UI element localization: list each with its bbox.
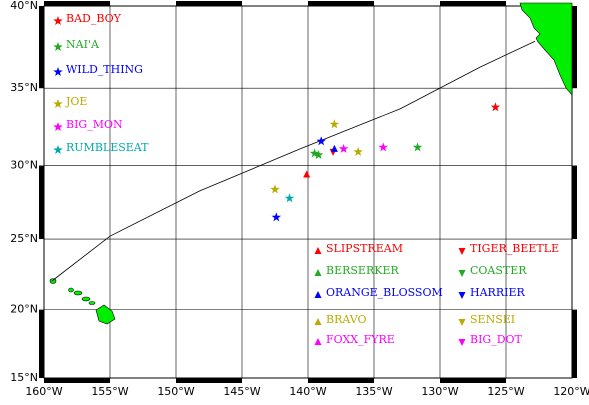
legend-marker [458,319,466,326]
boat-marker [378,142,388,152]
boat-marker [490,102,501,112]
legend-label: ORANGE_BLOSSOM [326,286,443,299]
boat-marker [303,170,311,178]
land [49,2,573,325]
legend-marker [458,292,466,299]
legend-marker [458,339,466,346]
y-tick-label: 40°N [10,0,38,12]
frame-bar [308,378,374,383]
legend-label: SLIPSTREAM [326,242,403,255]
frame-bar [440,1,506,6]
legend-label: BIG_DOT [470,333,523,346]
legend-label: BIG_MON [66,118,123,131]
frame-bar [39,165,44,240]
island [81,296,91,302]
legend-label: NAI'A [66,38,100,51]
frame-bar [308,1,374,6]
track-line [51,40,536,282]
x-tick-label: 130°W [421,385,458,398]
legend-label: RUMBLESEAT [66,141,149,154]
island [68,287,74,293]
boat-marker [270,184,280,194]
frame-bar [572,6,577,89]
legend-label: BERSERKER [326,264,399,277]
island [88,301,96,305]
x-tick-label: 125°W [487,385,524,398]
frame-bar [572,309,577,378]
x-tick-label: 140°W [289,385,326,398]
boat-marker [284,193,295,203]
legend-label: WILD_THING [66,63,143,76]
legend-marker [314,338,322,345]
legend-marker [53,67,63,76]
legend-marker [314,291,322,298]
frame-bar [44,1,110,6]
x-tick-label: 120°W [553,385,589,398]
y-tick-label: 35°N [10,81,38,94]
boat-marker [309,148,320,158]
x-tick-label: 160°W [25,385,62,398]
frame-bar [39,309,44,378]
island [49,278,57,284]
frame-bar [176,1,242,6]
legend-marker [53,16,63,25]
boat-marker [329,119,340,129]
frame-bar [176,378,242,383]
x-tick-label: 145°W [223,385,260,398]
legend-label: COASTER [470,264,527,277]
frame-bar [44,378,110,383]
legend-label: SENSEI [470,313,515,326]
frame-bar [440,378,506,383]
boat-marker [313,150,324,159]
legend-marker [458,270,466,277]
boat-marker [330,144,338,152]
legend-marker [314,269,322,276]
boat-marker [353,146,363,156]
legend-label: FOXX_FYRE [326,333,395,346]
x-tick-label: 150°W [157,385,194,398]
y-tick-label: 15°N [10,371,38,384]
legend-marker [314,247,322,254]
y-tick-label: 20°N [10,303,38,316]
boat-marker [271,212,282,222]
legend-marker [53,122,63,131]
legend-label: TIGER_BEETLE [470,242,559,255]
y-tick-label: 25°N [10,232,38,245]
legend-marker [53,145,63,154]
x-tick-label: 155°W [91,385,128,398]
legend-label: BRAVO [326,313,367,326]
legend-label: BAD_BOY [66,12,122,25]
legend-label: HARRIER [470,286,525,299]
legend-label: JOE [65,95,87,108]
frame-bar [572,165,577,240]
island [95,304,116,325]
legend-marker [53,99,63,108]
legend-marker [314,318,322,325]
boat-marker [338,143,349,153]
x-tick-label: 135°W [355,385,392,398]
frame-bar [39,6,44,89]
legend-marker [53,42,63,51]
island [73,290,83,296]
boat-marker [316,136,326,146]
legend-marker [458,248,466,255]
boat-marker [412,142,423,152]
y-tick-label: 30°N [10,159,38,172]
california-coast [519,2,573,96]
